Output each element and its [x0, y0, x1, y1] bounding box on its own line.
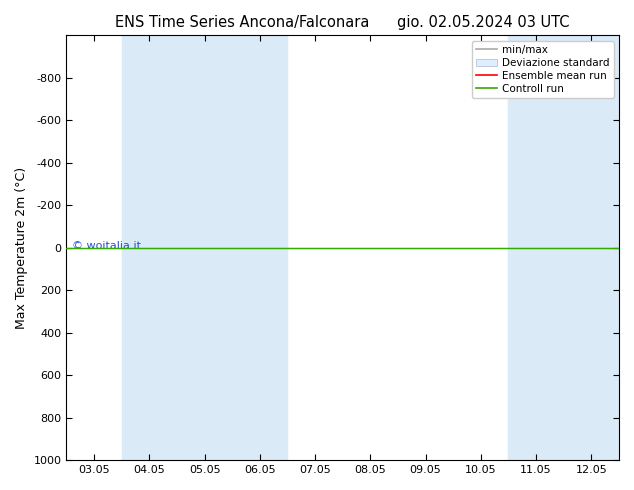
Y-axis label: Max Temperature 2m (°C): Max Temperature 2m (°C): [15, 167, 28, 329]
Bar: [508, 35, 619, 460]
Text: © woitalia.it: © woitalia.it: [72, 241, 141, 250]
Title: ENS Time Series Ancona/Falconara      gio. 02.05.2024 03 UTC: ENS Time Series Ancona/Falconara gio. 02…: [115, 15, 570, 30]
Bar: [122, 35, 287, 460]
Legend: min/max, Deviazione standard, Ensemble mean run, Controll run: min/max, Deviazione standard, Ensemble m…: [472, 41, 614, 98]
